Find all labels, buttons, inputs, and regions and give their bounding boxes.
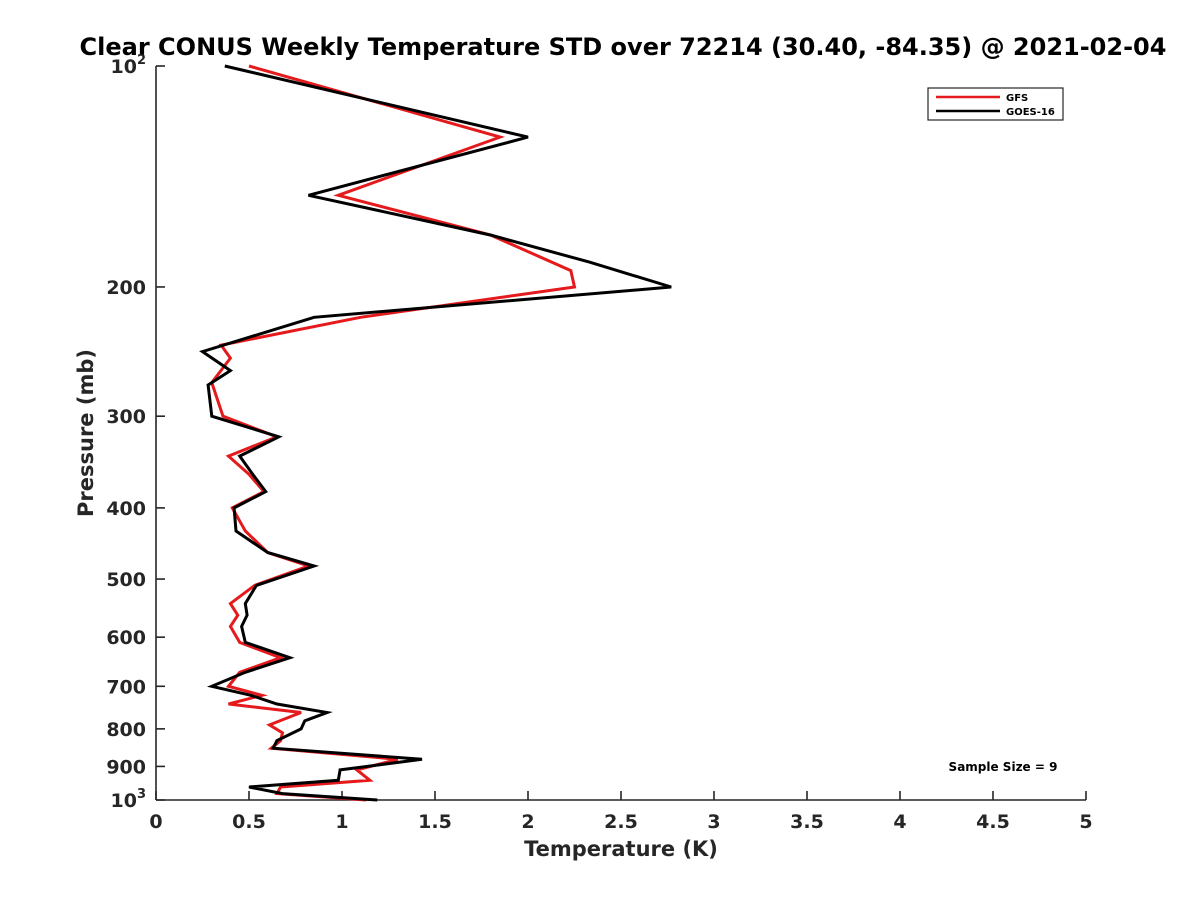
y-tick-label: 400: [106, 498, 146, 520]
x-tick-label: 5: [1079, 811, 1092, 833]
y-tick-label: 600: [106, 627, 146, 649]
y-tick-label: 102: [111, 53, 147, 78]
sample-size-annotation: Sample Size = 9: [949, 760, 1058, 774]
series-lines: [199, 64, 672, 802]
x-tick-label: 2: [521, 811, 534, 833]
y-tick-label: 200: [106, 277, 146, 299]
y-axis: 102 200 300 400 500 600 700 800 900 103: [106, 53, 165, 812]
legend: GFS GOES-16: [927, 87, 1064, 121]
x-tick-label: 2.5: [604, 811, 638, 833]
x-tick-label: 3: [707, 811, 720, 833]
y-tick-label: 700: [106, 676, 146, 698]
x-axis-label: Temperature (K): [524, 837, 718, 861]
x-tick-label: 0: [149, 811, 162, 833]
plot-area: [155, 66, 1086, 801]
x-tick-label: 0.5: [232, 811, 266, 833]
y-tick-label: 500: [106, 569, 146, 591]
x-tick-label: 4: [893, 811, 906, 833]
x-tick-label: 1: [335, 811, 348, 833]
chart-title: Clear CONUS Weekly Temperature STD over …: [80, 33, 1167, 61]
x-tick-label: 3.5: [790, 811, 824, 833]
legend-label: GFS: [1006, 93, 1028, 104]
legend-box: [927, 87, 1064, 121]
y-tick-label: 103: [111, 787, 147, 812]
legend-label: GOES-16: [1006, 107, 1055, 118]
x-tick-label: 4.5: [976, 811, 1010, 833]
series-line-goes-16: [199, 64, 672, 802]
y-tick-label: 900: [106, 756, 146, 778]
y-tick-label: 300: [106, 406, 146, 428]
x-axis: 0 0.5 1 1.5 2 2.5 3 3.5 4 4.5 5: [149, 791, 1093, 833]
y-tick-label: 800: [106, 719, 146, 741]
x-tick-label: 1.5: [418, 811, 452, 833]
y-axis-label: Pressure (mb): [74, 349, 98, 517]
